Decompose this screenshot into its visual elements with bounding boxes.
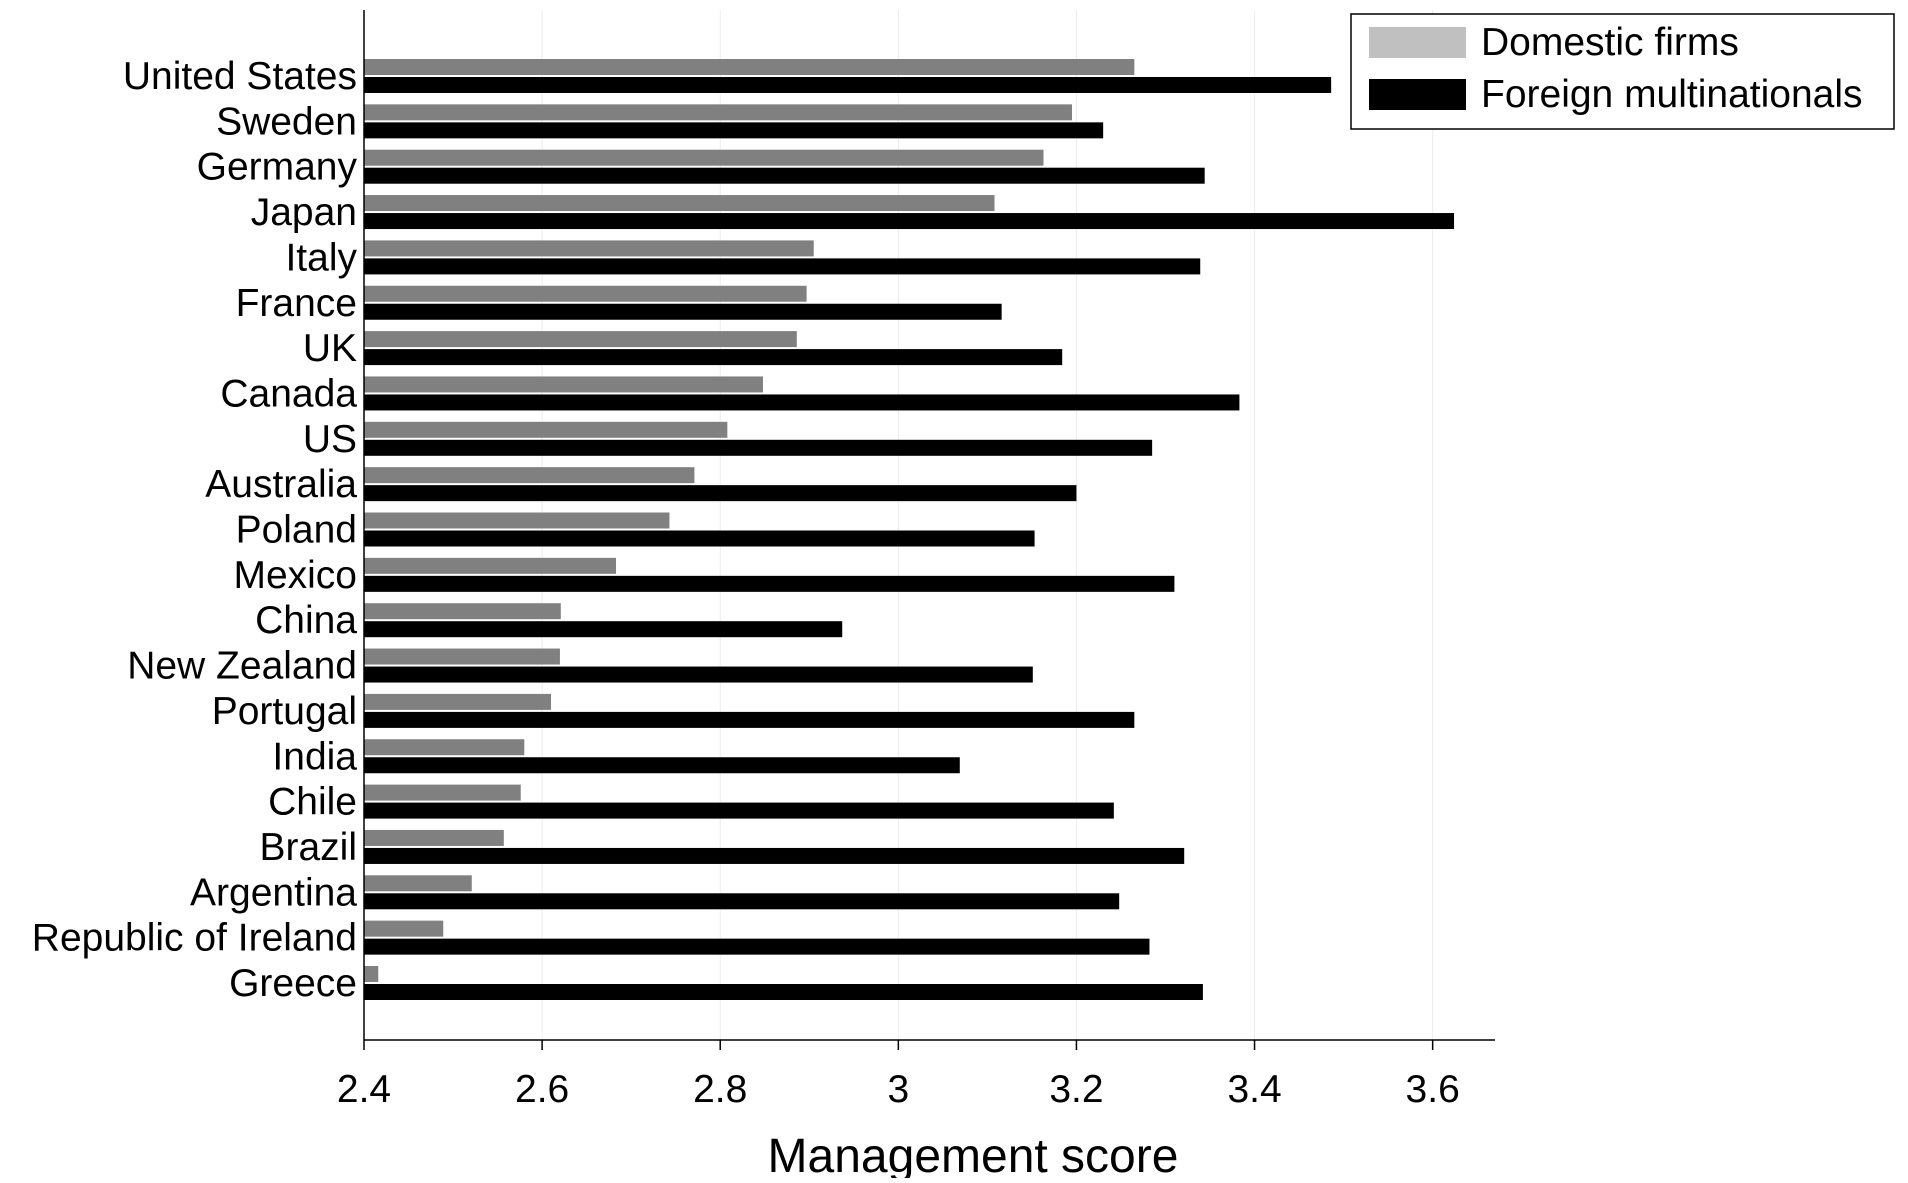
legend-label-foreign: Foreign multinationals [1481,73,1863,116]
bar-domestic [364,557,617,574]
category-label: Poland [236,509,357,552]
bar-domestic [364,648,560,665]
legend-swatch-domestic [1369,27,1466,58]
legend-label-domestic: Domestic firms [1481,21,1739,64]
bar-foreign [364,213,1455,230]
category-label: New Zealand [127,645,357,688]
bar-foreign [364,530,1035,547]
category-label: Canada [220,372,357,415]
category-label: US [303,418,357,461]
axes [363,10,1495,1041]
bar-foreign [364,77,1332,93]
category-label: Germany [197,146,358,189]
bar-foreign [364,893,1120,910]
category-label: UK [303,327,357,370]
bar-foreign [364,167,1205,184]
bar-foreign [364,439,1153,456]
bar-domestic [364,149,1044,166]
category-label: Portugal [212,690,357,733]
x-tick-label: 2.4 [337,1068,391,1111]
category-label: China [255,599,357,642]
x-tick-label: 3 [887,1068,909,1111]
x-tick-label: 3.2 [1049,1068,1103,1111]
bar-domestic [364,59,1135,75]
bar-domestic [364,784,521,801]
bar-foreign [364,938,1150,955]
bar-domestic [364,195,995,212]
x-tick-label: 2.6 [515,1068,569,1111]
category-label: Republic of Ireland [32,917,357,960]
x-tick-label: 3.4 [1227,1068,1281,1111]
x-tick-labels: 2.4 2.6 2.8 3 3.2 3.4 3.6 [337,1068,1460,1111]
bar-domestic [364,920,444,937]
category-label: Mexico [233,554,357,597]
category-label: Chile [268,781,357,824]
category-label: Brazil [259,826,357,869]
category-label: France [236,282,357,325]
category-label: Argentina [190,871,357,914]
bar-foreign [364,349,1063,366]
legend-swatch-foreign [1369,79,1466,110]
bar-foreign [364,984,1203,1000]
bar-domestic [364,240,814,257]
legend: Domestic firms Foreign multinationals [1350,13,1895,130]
category-label: Sweden [216,100,357,143]
bar-foreign [364,485,1077,502]
bar-foreign [364,258,1201,275]
bar-domestic [364,966,379,982]
category-label: Japan [251,191,357,234]
bar-foreign [364,802,1114,819]
x-tick-label: 2.8 [693,1068,747,1111]
bar-domestic [364,467,695,484]
category-label: Italy [285,236,357,279]
category-label: United States [123,55,357,98]
bar-foreign [364,847,1185,864]
category-label: Greece [229,962,357,1005]
bar-foreign [364,666,1033,683]
bar-domestic [364,421,728,438]
bar-foreign [364,575,1175,592]
category-label: Australia [205,463,357,506]
x-axis-title: Management score [768,1130,1179,1178]
bar-domestic [364,875,472,892]
bar-domestic [364,829,504,846]
bar-domestic [364,285,807,302]
bar-domestic [364,603,561,620]
bar-foreign [364,711,1135,728]
bar-foreign [364,394,1240,411]
bar-domestic [364,104,1072,121]
bars [364,59,1455,1000]
bar-foreign [364,621,843,638]
bar-domestic [364,331,797,348]
bar-foreign [364,757,960,774]
category-labels: United StatesSwedenGermanyJapanItalyFran… [32,55,358,1005]
bar-domestic [364,376,763,393]
bar-foreign [364,122,1104,139]
bar-domestic [364,693,552,710]
bar-domestic [364,512,670,529]
bar-domestic [364,739,525,756]
category-label: India [272,735,357,778]
bar-foreign [364,303,1002,320]
x-tick-label: 3.6 [1406,1068,1460,1111]
